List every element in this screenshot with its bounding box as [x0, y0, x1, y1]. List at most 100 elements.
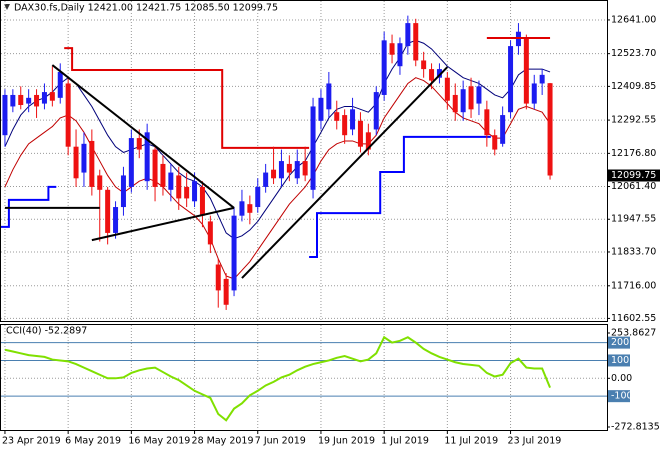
candle-body — [539, 74, 545, 84]
y-tick-label: 11716.00 — [611, 280, 656, 291]
candle-body — [452, 94, 458, 113]
candle-body — [223, 278, 229, 305]
candle-body — [271, 169, 277, 179]
x-tick-label: 16 May 2019 — [128, 436, 190, 447]
step-line — [64, 47, 310, 149]
candle-body — [231, 215, 237, 291]
candle-body — [2, 94, 8, 136]
level-box — [608, 390, 630, 403]
candle-body — [373, 92, 379, 130]
y-tick-label: 100 — [611, 355, 629, 366]
candle-body — [144, 132, 150, 182]
y-tick-label: 11602.55 — [611, 313, 656, 324]
candle-body — [168, 172, 174, 190]
candle-body — [484, 109, 490, 136]
candle-body — [294, 161, 300, 179]
y-tick-label: 0.00 — [611, 373, 632, 384]
candle-body — [152, 149, 158, 187]
trend-line — [91, 206, 235, 242]
y-tick-label: 11833.70 — [611, 246, 656, 257]
candle-body — [81, 143, 87, 173]
candle-body — [34, 94, 40, 107]
candle-body — [421, 60, 427, 70]
candle-body — [247, 204, 253, 213]
candle-body — [310, 106, 316, 190]
candle-body — [436, 69, 442, 78]
candle-body — [476, 86, 482, 104]
y-tick-label: 12176.80 — [611, 148, 656, 159]
candle-body — [357, 120, 363, 147]
y-tick-label: 12641.00 — [611, 14, 656, 25]
x-tick-label: 23 Jul 2019 — [508, 436, 562, 447]
last-price-label: 12099.75 — [611, 170, 656, 181]
candle-body — [263, 172, 269, 187]
level-box — [608, 354, 630, 367]
candle-body — [41, 92, 47, 104]
candle-body — [365, 132, 371, 150]
cci-line — [4, 335, 551, 422]
candle-body — [136, 138, 142, 150]
y-tick-label: 12061.40 — [611, 181, 656, 192]
x-tick-label: 1 Jul 2019 — [381, 436, 429, 447]
candle-body — [397, 43, 403, 67]
x-tick-label: 11 Jul 2019 — [444, 436, 498, 447]
candle-body — [89, 140, 95, 187]
main-frame — [0, 0, 608, 322]
y-tick-label: -272.8135 — [611, 422, 660, 433]
title-icon — [4, 4, 10, 10]
candle-body — [128, 138, 134, 187]
candle-body — [215, 264, 221, 291]
candle-body — [239, 201, 245, 216]
candle-body — [113, 207, 119, 233]
candle-body — [199, 186, 205, 216]
candle-body — [49, 92, 55, 101]
x-tick-label: 7 Jun 2019 — [255, 436, 306, 447]
candle-body — [97, 175, 103, 190]
candle-body — [547, 83, 553, 176]
x-tick-label: 6 May 2019 — [65, 436, 121, 447]
candle-body — [342, 115, 348, 136]
candle-body — [120, 175, 126, 208]
candle-body — [73, 146, 79, 179]
trend-line — [241, 66, 449, 279]
step-line — [1, 135, 491, 259]
candle-body — [286, 163, 292, 173]
y-tick-label: 11947.55 — [611, 214, 656, 225]
candle-body — [318, 97, 324, 121]
candle-body — [278, 161, 284, 179]
y-tick-label: -100 — [611, 391, 633, 402]
candle-body — [26, 97, 32, 104]
level-box — [608, 336, 630, 349]
candle-body — [468, 86, 474, 110]
last-price-box — [608, 169, 660, 182]
candle-body — [326, 83, 332, 110]
candle-body — [18, 94, 24, 106]
cci-title: CCI(40) -52.2897 — [6, 326, 87, 337]
indicator-line — [4, 77, 551, 280]
trend-line — [51, 64, 235, 209]
y-tick-label: 12292.55 — [611, 115, 656, 126]
candle-body — [492, 135, 498, 150]
candle-body — [523, 37, 529, 104]
candle-body — [405, 23, 411, 47]
candle-body — [160, 163, 166, 187]
x-tick-label: 23 Apr 2019 — [2, 436, 61, 447]
y-tick-label: 12409.85 — [611, 81, 656, 92]
candle-body — [500, 115, 506, 144]
candle-body — [444, 77, 450, 101]
candle-body — [429, 69, 435, 81]
candle-body — [57, 71, 63, 98]
cci-frame — [0, 324, 608, 431]
candle-body — [255, 186, 261, 208]
candle-body — [389, 43, 395, 55]
indicator-line — [4, 39, 551, 240]
candle-body — [176, 175, 182, 199]
candle-body — [508, 46, 514, 113]
candle-body — [350, 109, 356, 130]
candle-body — [531, 83, 537, 104]
y-tick-label: 200 — [611, 337, 629, 348]
x-tick-label: 28 May 2019 — [192, 436, 254, 447]
candle-body — [192, 181, 198, 202]
